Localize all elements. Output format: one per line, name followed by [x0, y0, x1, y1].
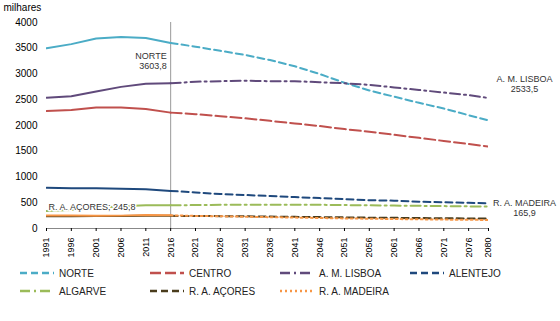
html-text:A. M. LISBOA: A. M. LISBOA [319, 267, 382, 279]
svg-text:A. M. LISBOA2533,5: A. M. LISBOA2533,5 [496, 74, 552, 94]
svg-text:milhares: milhares [4, 2, 42, 13]
html-text:ALGARVE: ALGARVE [59, 285, 107, 297]
svg-text:500: 500 [21, 197, 38, 208]
svg-text:1500: 1500 [15, 145, 38, 156]
svg-text:2006: 2006 [116, 238, 126, 258]
svg-text:4000: 4000 [15, 17, 38, 28]
svg-text:0: 0 [32, 223, 38, 234]
svg-text:2056: 2056 [364, 238, 374, 258]
svg-text:3500: 3500 [15, 42, 38, 53]
svg-text:1991: 1991 [41, 238, 51, 258]
svg-text:2026: 2026 [215, 238, 225, 258]
svg-text:R. A. MADEIRA165,9: R. A. MADEIRA165,9 [493, 198, 556, 218]
svg-text:2000: 2000 [15, 120, 38, 131]
svg-text:2021: 2021 [190, 238, 200, 258]
svg-text:2011: 2011 [141, 238, 151, 257]
svg-text:1996: 1996 [66, 238, 76, 258]
svg-text:2066: 2066 [414, 238, 424, 258]
svg-text:R. A. AÇORES; 245,8: R. A. AÇORES; 245,8 [49, 202, 136, 212]
html-text:R. A. MADEIRA: R. A. MADEIRA [319, 285, 389, 297]
html-text:CENTRO: CENTRO [189, 267, 232, 279]
html-text:NORTE: NORTE [59, 267, 94, 279]
svg-text:2031: 2031 [240, 238, 250, 258]
svg-text:1000: 1000 [15, 171, 38, 182]
svg-text:2076: 2076 [464, 238, 474, 258]
svg-text:NORTE3603,8: NORTE3603,8 [135, 51, 166, 71]
svg-text:2001: 2001 [91, 238, 101, 258]
html-text:R. A. AÇORES: R. A. AÇORES [189, 285, 256, 297]
svg-text:2051: 2051 [339, 238, 349, 258]
svg-text:2080: 2080 [483, 238, 493, 258]
svg-text:2071: 2071 [439, 238, 449, 258]
svg-text:2061: 2061 [389, 238, 399, 258]
html-text:ALENTEJO: ALENTEJO [449, 267, 501, 279]
svg-text:2046: 2046 [315, 238, 325, 258]
svg-text:2016: 2016 [166, 238, 176, 258]
svg-text:2041: 2041 [290, 238, 300, 258]
svg-text:2036: 2036 [265, 238, 275, 258]
svg-text:3000: 3000 [15, 68, 38, 79]
svg-text:2500: 2500 [15, 94, 38, 105]
